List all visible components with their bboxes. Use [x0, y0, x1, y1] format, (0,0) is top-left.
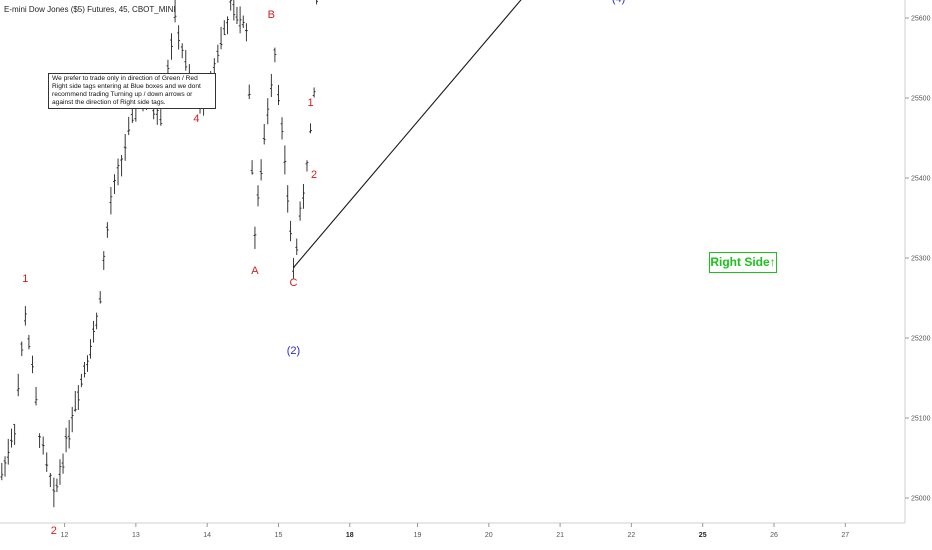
wave-label: (2) — [287, 345, 300, 357]
y-tick-label: 25500 — [911, 96, 931, 103]
wave-label: A — [251, 265, 259, 277]
right-side-tag: Right Side↑ — [709, 252, 777, 273]
x-tick-label: 18 — [346, 532, 354, 539]
price-axis: 25000 25100 25200 25300 25400 25500 25600 — [905, 16, 931, 503]
wave-labels: 12345(1)ABC(2)12345(3)A(a)(b)(c)((w))((x… — [22, 0, 625, 537]
wave-label: 2 — [311, 169, 317, 181]
y-tick-label: 25000 — [911, 496, 931, 503]
x-tick-label: 26 — [770, 532, 778, 539]
x-tick-label: 19 — [414, 532, 422, 539]
x-tick-label: 27 — [841, 532, 849, 539]
wave-label: C — [289, 277, 297, 289]
up-arrow-icon: ↑ — [769, 255, 776, 269]
x-tick-label: 21 — [556, 532, 564, 539]
time-axis: 12 13 14 15 18 19 20 21 22 25 26 27 — [61, 523, 849, 539]
y-tick-label: 25200 — [911, 336, 931, 343]
wave-label: 1 — [307, 97, 313, 109]
x-tick-label: 14 — [203, 532, 211, 539]
y-tick-label: 25400 — [911, 176, 931, 183]
right-side-label: Right Side — [710, 255, 770, 269]
trendline-segment — [293, 0, 522, 268]
wave-label: B — [268, 9, 275, 21]
trendline — [293, 0, 522, 268]
wave-label: (4) — [612, 0, 625, 5]
wave-label: 4 — [193, 113, 199, 125]
x-tick-label: 13 — [132, 532, 140, 539]
y-tick-label: 25100 — [911, 416, 931, 423]
disclaimer-box: We prefer to trade only in direction of … — [48, 73, 216, 109]
y-tick-label: 25600 — [911, 16, 931, 23]
x-tick-label: 25 — [699, 532, 707, 539]
x-tick-label: 15 — [275, 532, 283, 539]
x-tick-label: 12 — [61, 532, 69, 539]
wave-label: 2 — [51, 525, 57, 537]
chart-title: E-mini Dow Jones ($5) Futures, 45, CBOT_… — [4, 5, 176, 14]
x-tick-label: 22 — [628, 532, 636, 539]
wave-label: 1 — [22, 273, 28, 285]
y-tick-label: 25300 — [911, 256, 931, 263]
x-tick-label: 20 — [485, 532, 493, 539]
